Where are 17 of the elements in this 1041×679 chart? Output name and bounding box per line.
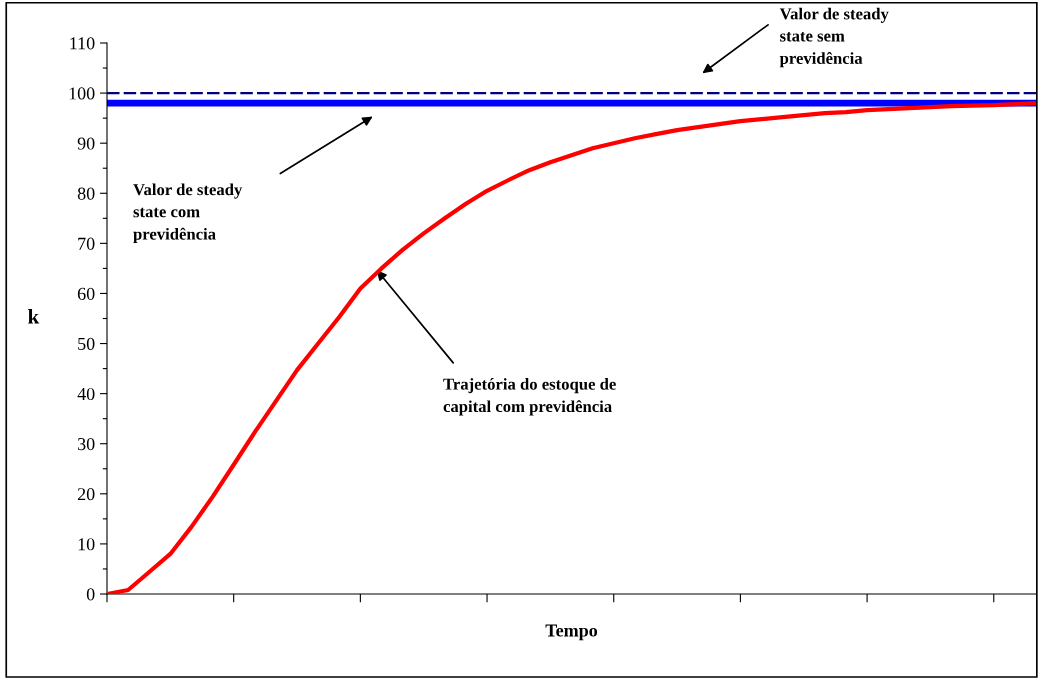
y-tick-label: 0	[86, 588, 95, 601]
y-tick-label: 50	[78, 337, 95, 350]
y-tick-label: 80	[77, 187, 95, 200]
y-tick-label: 70	[78, 237, 95, 250]
y-tick-label: 10	[78, 538, 95, 551]
annotation: Trajetória do estoque de capital com previdência	[443, 378, 616, 416]
annotation: Valor de steady state com previdência	[133, 183, 243, 244]
y-tick-label: 110	[70, 37, 95, 50]
y-axis-title: k	[28, 309, 40, 324]
y-tick-label: 100	[69, 87, 95, 100]
y-tick-label: 90	[77, 137, 95, 150]
y-tick-label: 30	[78, 437, 95, 451]
y-tick-label: 40	[77, 387, 95, 401]
y-tick-label: 20	[77, 488, 95, 501]
y-tick-label: 60	[77, 287, 95, 300]
x-axis-title: Tempo	[545, 624, 598, 641]
annotation: Valor de steady state sem previdência	[779, 7, 889, 68]
